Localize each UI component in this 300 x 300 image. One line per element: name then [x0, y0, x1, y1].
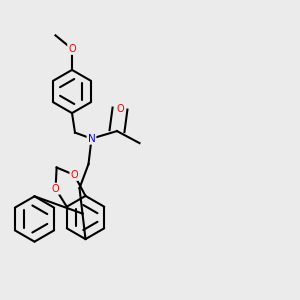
Text: O: O	[52, 184, 59, 194]
Text: O: O	[70, 170, 78, 180]
Text: N: N	[88, 134, 95, 144]
Text: O: O	[116, 103, 124, 114]
Text: O: O	[68, 44, 76, 54]
